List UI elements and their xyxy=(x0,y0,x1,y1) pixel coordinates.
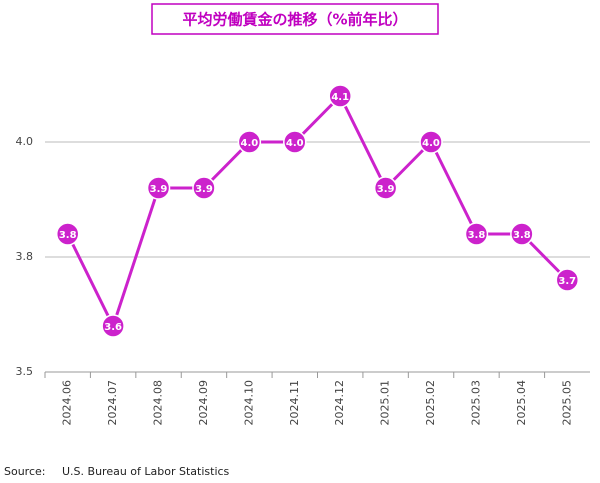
value-label: 3.8 xyxy=(513,230,531,241)
point xyxy=(555,268,580,292)
value-label: 3.9 xyxy=(150,184,168,195)
x-tick-label: 2024.12 xyxy=(333,380,346,426)
value-label: 3.9 xyxy=(195,184,213,195)
title-box xyxy=(151,3,439,35)
x-tick-label: 2024.11 xyxy=(288,380,301,426)
x-tick-label: 2024.10 xyxy=(242,380,255,426)
value-label: 4.0 xyxy=(241,138,259,149)
point xyxy=(237,130,262,154)
point xyxy=(146,176,171,200)
value-label: 3.8 xyxy=(468,230,486,241)
chart-title: 平均労働賃金の推移（%前年比） xyxy=(182,11,407,29)
x-tick-label: 2024.06 xyxy=(61,380,74,426)
value-label: 3.8 xyxy=(59,230,77,241)
x-tick-label: 2025.04 xyxy=(515,380,528,426)
value-label: 3.6 xyxy=(104,322,122,333)
point xyxy=(55,222,80,246)
y-tick-label: 4.0 xyxy=(16,135,34,148)
point xyxy=(510,222,534,246)
point xyxy=(283,130,307,154)
point xyxy=(464,222,489,246)
x-tick-label: 2025.02 xyxy=(424,380,437,426)
x-tick-label: 2024.07 xyxy=(106,380,119,426)
source: U.S. Bureau of Labor Statistics xyxy=(62,465,230,478)
series-line xyxy=(66,93,569,330)
point xyxy=(373,176,398,200)
point xyxy=(419,130,443,154)
x-tick-label: 2025.03 xyxy=(469,380,482,426)
y-tick-label: 3.5 xyxy=(16,365,34,378)
value-label: 3.9 xyxy=(377,184,395,195)
value-label: 4.0 xyxy=(422,138,440,149)
x-tick-label: 2024.09 xyxy=(197,380,210,426)
point xyxy=(192,176,216,200)
value-label: 4.0 xyxy=(286,138,304,149)
x-tick-label: 2025.01 xyxy=(379,380,392,426)
x-tick-label: 2024.08 xyxy=(152,380,165,426)
value-label: 3.7 xyxy=(558,276,576,287)
source-label: Source: xyxy=(4,465,46,478)
point xyxy=(101,314,125,338)
x-tick-label: 2025.05 xyxy=(560,380,573,426)
point xyxy=(328,84,352,108)
value-label: 4.1 xyxy=(331,92,349,103)
y-tick-label: 3.8 xyxy=(16,250,34,263)
